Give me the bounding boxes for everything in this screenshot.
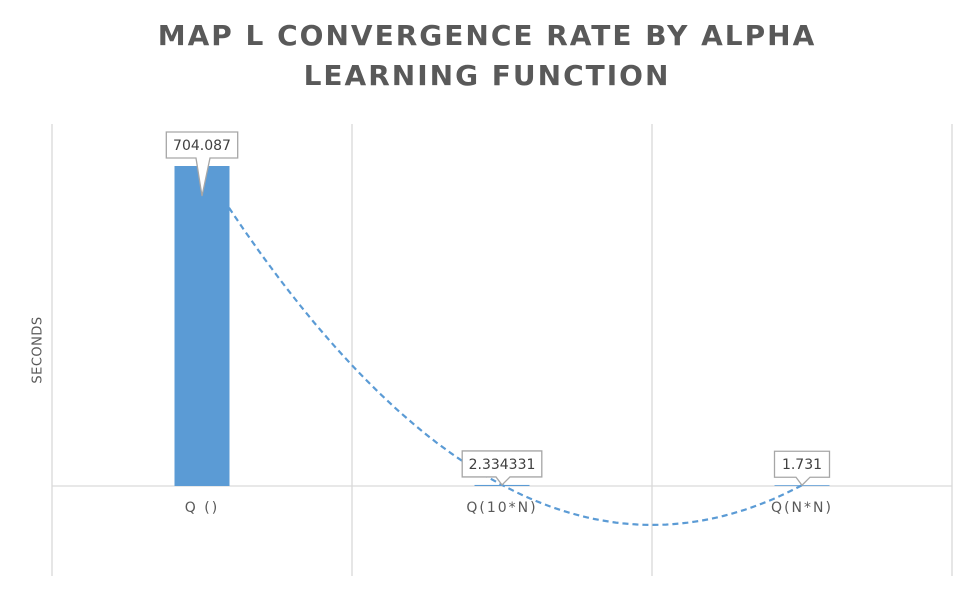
bar xyxy=(174,166,230,486)
chart-title: MAP L CONVERGENCE RATE BY ALPHA LEARNING… xyxy=(0,16,974,96)
data-label: 704.087 xyxy=(173,138,231,154)
chart-title-line-1: MAP L CONVERGENCE RATE BY ALPHA xyxy=(157,19,817,52)
x-tick-label: Q(N*N) xyxy=(771,500,833,516)
chart-title-line-2: LEARNING FUNCTION xyxy=(303,59,671,92)
data-label: 1.731 xyxy=(782,457,822,473)
data-label: 2.334331 xyxy=(469,457,536,473)
data-label-box xyxy=(773,450,831,487)
data-label-box xyxy=(165,131,239,197)
data-label-box xyxy=(461,450,543,486)
x-tick-label: Q(10*N) xyxy=(466,500,537,516)
x-tick-label: Q () xyxy=(185,500,219,516)
trendline xyxy=(228,207,803,527)
